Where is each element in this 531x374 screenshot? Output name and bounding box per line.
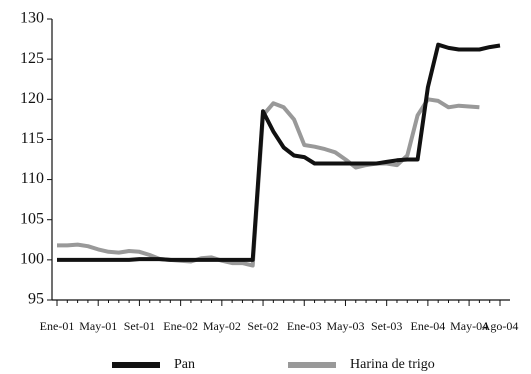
y-tick-label: 115 <box>21 130 44 147</box>
y-tick-label: 95 <box>28 291 44 308</box>
y-tick-label: 105 <box>20 210 44 227</box>
x-tick-label: Ene-04 <box>411 319 446 333</box>
x-tick-label: May-03 <box>326 319 364 333</box>
x-tick-label: May-04 <box>450 319 488 333</box>
series-line <box>57 42 501 262</box>
y-tick-label: 100 <box>20 251 44 268</box>
x-tick-label: Ene-02 <box>163 319 198 333</box>
y-tick-label: 125 <box>20 50 44 67</box>
series-line <box>57 97 480 268</box>
legend-label: Harina de trigo <box>350 357 435 372</box>
y-tick-label: 120 <box>20 90 44 107</box>
x-tick-label: Set-02 <box>247 319 278 333</box>
x-tick-label: Ene-03 <box>287 319 322 333</box>
x-tick-label: Set-01 <box>124 319 155 333</box>
legend-label: Pan <box>174 357 195 372</box>
y-tick-label: 130 <box>20 10 44 27</box>
x-tick-label: Ago-04 <box>482 319 519 333</box>
x-tick-label: Ene-01 <box>40 319 75 333</box>
x-tick-label: May-01 <box>79 319 117 333</box>
x-tick-label: May-02 <box>203 319 241 333</box>
x-tick-label: Set-03 <box>371 319 402 333</box>
y-tick-label: 110 <box>21 170 44 187</box>
